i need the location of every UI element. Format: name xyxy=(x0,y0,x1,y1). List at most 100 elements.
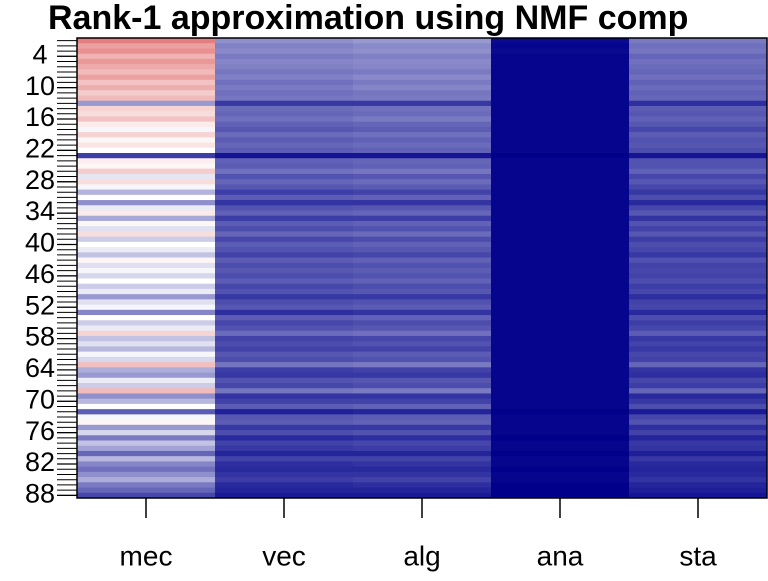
heatmap-cell xyxy=(77,262,216,269)
heatmap-cell xyxy=(629,288,768,295)
heatmap-cell xyxy=(353,226,492,232)
heatmap-cell xyxy=(77,137,216,144)
heatmap-cell xyxy=(629,38,768,44)
heatmap-cell xyxy=(629,294,768,300)
heatmap-cell xyxy=(215,346,354,353)
heatmap-cell xyxy=(491,445,630,452)
heatmap-cell xyxy=(629,64,768,70)
heatmap-cell xyxy=(353,435,492,441)
x-tick-label: mec xyxy=(120,540,173,571)
heatmap-cell xyxy=(629,58,768,65)
heatmap-cell xyxy=(215,137,354,144)
heatmap-cell xyxy=(215,116,354,123)
y-tick-label: 70 xyxy=(25,384,55,414)
heatmap-cell xyxy=(629,194,768,201)
heatmap-cell xyxy=(353,419,492,426)
heatmap-cell xyxy=(491,403,630,410)
heatmap-cell xyxy=(215,220,354,227)
heatmap-cell xyxy=(491,471,630,478)
heatmap-cell xyxy=(215,294,354,300)
y-tick-label: 52 xyxy=(25,290,55,320)
heatmap-cell xyxy=(215,315,354,321)
heatmap-cell xyxy=(491,372,630,379)
heatmap-cell xyxy=(77,168,216,175)
heatmap-cell xyxy=(629,445,768,452)
heatmap-cell xyxy=(491,163,630,170)
heatmap-cell xyxy=(353,466,492,473)
heatmap-cell xyxy=(353,200,492,206)
heatmap-cell xyxy=(215,299,354,306)
heatmap-cell xyxy=(629,205,768,211)
heatmap-cell xyxy=(629,456,768,462)
heatmap-cell xyxy=(491,466,630,473)
heatmap-cell xyxy=(629,252,768,259)
heatmap-cell xyxy=(629,477,768,483)
heatmap-cell xyxy=(215,247,354,253)
heatmap-cell xyxy=(629,424,768,431)
heatmap-cell xyxy=(77,325,216,332)
heatmap-cell xyxy=(491,179,630,185)
heatmap-cell xyxy=(77,440,216,447)
heatmap-cell xyxy=(491,241,630,248)
heatmap-cell xyxy=(215,325,354,332)
heatmap-cell xyxy=(629,74,768,81)
heatmap-cell xyxy=(491,64,630,70)
heatmap-cell xyxy=(353,335,492,342)
heatmap-cell xyxy=(629,53,768,60)
heatmap-cell xyxy=(353,383,492,389)
heatmap-cell xyxy=(491,309,630,316)
heatmap-cell xyxy=(353,325,492,332)
heatmap-cell xyxy=(77,273,216,279)
heatmap-cell xyxy=(77,38,216,44)
heatmap-cell xyxy=(629,341,768,347)
heatmap-cell xyxy=(491,435,630,441)
heatmap-cell xyxy=(215,477,354,483)
heatmap-cell xyxy=(629,398,768,405)
heatmap-cell xyxy=(215,367,354,374)
heatmap-cell xyxy=(77,414,216,421)
heatmap-cell xyxy=(491,58,630,65)
heatmap-cell xyxy=(629,179,768,185)
heatmap-cell xyxy=(215,184,354,191)
heatmap-cell xyxy=(77,393,216,400)
heatmap-cell xyxy=(491,194,630,201)
heatmap-cell xyxy=(77,95,216,102)
heatmap-cell xyxy=(629,372,768,379)
heatmap-cell xyxy=(353,194,492,201)
heatmap-cell xyxy=(353,351,492,358)
heatmap-cell xyxy=(353,445,492,452)
heatmap-cell xyxy=(491,252,630,259)
heatmap-cell xyxy=(215,268,354,274)
heatmap-cell xyxy=(629,393,768,400)
heatmap-cell xyxy=(77,419,216,426)
heatmap-cell xyxy=(353,487,492,494)
heatmap-cell xyxy=(491,388,630,394)
heatmap-cell xyxy=(77,487,216,494)
heatmap-cell xyxy=(77,142,216,149)
heatmap-cell xyxy=(353,53,492,60)
heatmap-cell xyxy=(353,273,492,279)
heatmap-cell xyxy=(215,90,354,96)
heatmap-cell xyxy=(491,142,630,149)
heatmap-cell xyxy=(629,320,768,326)
y-tick-label: 64 xyxy=(25,353,55,383)
heatmap-cell xyxy=(77,226,216,232)
heatmap-cell xyxy=(215,194,354,201)
heatmap-cell xyxy=(215,111,354,117)
heatmap-cell xyxy=(215,158,354,164)
heatmap-cell xyxy=(215,330,354,337)
heatmap-cell xyxy=(629,309,768,316)
heatmap-cell xyxy=(77,356,216,363)
heatmap-cell xyxy=(215,398,354,405)
heatmap-cell xyxy=(629,116,768,123)
x-tick-label: sta xyxy=(679,540,717,571)
heatmap-cell xyxy=(629,315,768,321)
heatmap-cell xyxy=(215,48,354,55)
heatmap-cell xyxy=(77,456,216,462)
heatmap-cell xyxy=(215,456,354,462)
heatmap-cell xyxy=(491,137,630,144)
heatmap-cell xyxy=(77,48,216,55)
heatmap-cell xyxy=(215,424,354,431)
heatmap-cell xyxy=(491,367,630,374)
